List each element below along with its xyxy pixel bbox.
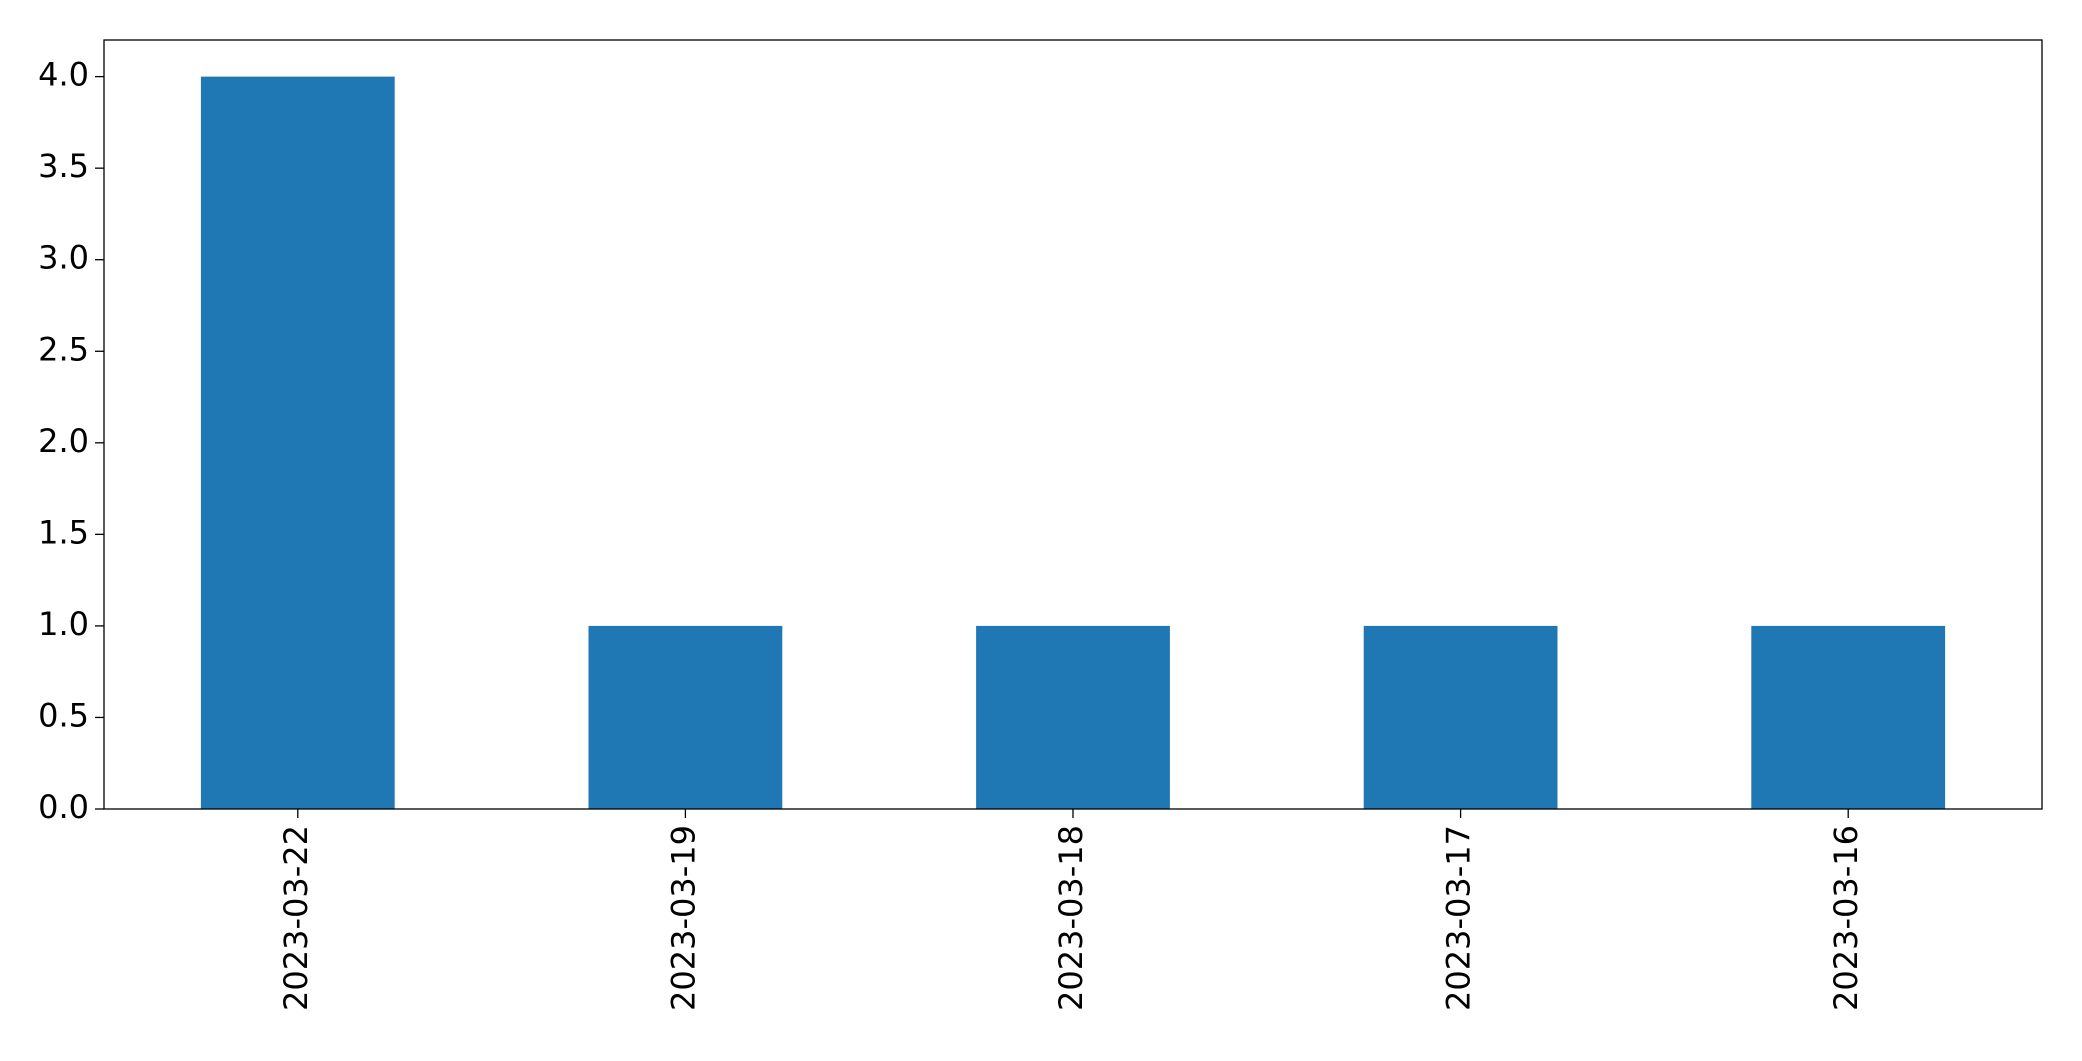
x-tick-label: 2023-03-22 [277, 825, 315, 1011]
x-tick-label: 2023-03-17 [1440, 825, 1478, 1011]
y-tick-label: 0.5 [38, 696, 89, 734]
y-tick-label: 2.0 [38, 422, 89, 460]
bar [200, 76, 395, 810]
y-tick-label: 4.0 [38, 56, 89, 94]
y-tick-label: 0.0 [38, 788, 89, 826]
x-tick-label: 2023-03-18 [1052, 825, 1090, 1011]
x-tick-label: 2023-03-16 [1827, 825, 1865, 1011]
x-tick-label: 2023-03-19 [664, 825, 702, 1011]
y-tick-label: 3.5 [38, 147, 89, 185]
y-tick-label: 1.5 [38, 513, 89, 551]
plot-frame [103, 39, 2043, 810]
bar [588, 625, 783, 809]
bar [976, 625, 1170, 809]
bar [1751, 625, 1946, 809]
y-tick-label: 2.5 [38, 330, 89, 368]
y-tick-label: 1.0 [38, 605, 89, 643]
bar [1363, 625, 1558, 809]
y-tick-label: 3.0 [38, 239, 89, 277]
